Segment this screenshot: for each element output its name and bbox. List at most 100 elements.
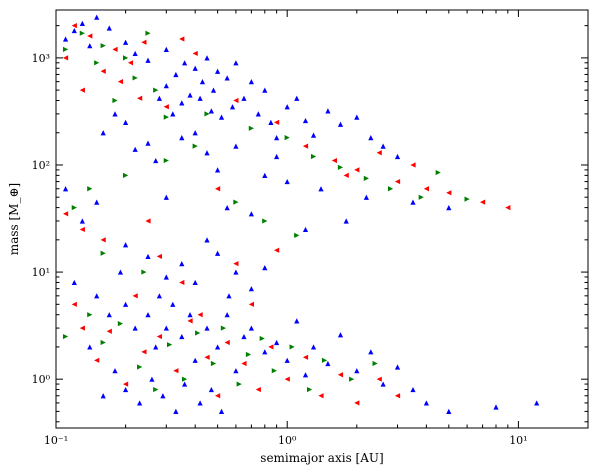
data-point xyxy=(271,368,277,374)
data-point xyxy=(132,325,138,331)
data-point xyxy=(224,205,230,211)
data-point xyxy=(226,293,232,299)
data-point xyxy=(446,205,452,211)
data-point xyxy=(224,312,230,318)
y-tick-label: 10⁰ xyxy=(32,373,51,386)
data-point xyxy=(179,260,185,267)
data-point xyxy=(62,333,69,340)
data-point xyxy=(302,226,309,233)
data-point xyxy=(187,92,193,98)
data-point xyxy=(204,55,210,61)
data-point xyxy=(122,39,129,45)
data-point xyxy=(368,135,374,141)
data-point xyxy=(197,95,203,101)
data-point xyxy=(153,344,159,350)
data-point xyxy=(318,393,324,399)
data-point xyxy=(170,301,176,307)
data-point xyxy=(268,119,274,125)
data-point xyxy=(325,360,331,367)
data-point xyxy=(236,381,242,387)
data-point xyxy=(262,218,268,224)
data-point xyxy=(182,376,188,382)
data-point xyxy=(87,43,93,49)
data-point xyxy=(274,247,280,253)
data-point xyxy=(284,104,290,110)
data-point xyxy=(376,150,382,156)
data-point xyxy=(380,381,386,387)
data-point xyxy=(71,279,77,286)
data-point xyxy=(163,325,169,331)
data-point xyxy=(197,312,203,318)
data-point xyxy=(229,104,236,110)
data-point xyxy=(79,30,85,36)
data-point xyxy=(94,14,100,20)
data-point xyxy=(62,211,69,217)
data-point xyxy=(132,293,138,299)
data-point xyxy=(248,211,254,217)
data-point xyxy=(307,386,313,393)
data-point xyxy=(310,132,317,138)
data-point xyxy=(100,250,106,256)
data-point xyxy=(241,95,247,101)
data-point xyxy=(349,376,355,382)
data-point xyxy=(106,312,112,318)
data-point xyxy=(192,143,198,149)
data-point xyxy=(137,95,143,101)
data-point xyxy=(215,344,221,350)
data-point xyxy=(79,218,85,224)
data-point xyxy=(372,360,378,367)
data-point xyxy=(248,325,254,331)
data-point xyxy=(218,408,225,415)
data-point xyxy=(446,408,452,415)
data-point xyxy=(310,344,317,350)
data-point xyxy=(62,55,69,61)
data-point xyxy=(137,364,143,370)
data-point xyxy=(423,186,429,192)
plot-area xyxy=(55,9,589,429)
data-point xyxy=(493,404,499,410)
data-point xyxy=(163,274,169,280)
data-point xyxy=(210,87,217,93)
data-point xyxy=(423,400,429,406)
data-point xyxy=(100,43,106,49)
data-point xyxy=(208,108,214,114)
data-point xyxy=(394,178,401,185)
data-point xyxy=(153,386,159,393)
data-point xyxy=(163,46,169,53)
data-point xyxy=(274,119,280,125)
data-point xyxy=(505,205,511,211)
data-point xyxy=(163,194,169,200)
data-point xyxy=(163,83,169,89)
data-point xyxy=(192,279,198,286)
data-point xyxy=(294,95,300,101)
data-point xyxy=(156,333,162,340)
data-point xyxy=(245,351,252,358)
data-point xyxy=(79,20,85,26)
data-point xyxy=(302,143,309,149)
data-point xyxy=(167,342,173,348)
data-point xyxy=(218,114,225,120)
data-point xyxy=(337,332,344,338)
data-point xyxy=(318,186,324,192)
data-point xyxy=(132,75,138,81)
data-point xyxy=(173,408,179,415)
data-point xyxy=(94,293,100,299)
data-point xyxy=(87,186,93,192)
data-point xyxy=(156,95,162,101)
data-point xyxy=(394,364,401,370)
data-point xyxy=(274,339,280,346)
data-point xyxy=(262,87,268,93)
data-point xyxy=(215,393,221,399)
data-point xyxy=(204,354,210,360)
data-point xyxy=(289,344,295,350)
data-point xyxy=(215,68,221,74)
data-point xyxy=(141,269,147,275)
data-point xyxy=(302,372,309,378)
data-point xyxy=(418,194,424,200)
data-point xyxy=(284,376,290,382)
data-point xyxy=(302,354,309,360)
data-point xyxy=(284,178,290,185)
data-point xyxy=(145,218,151,224)
plot-frame xyxy=(55,9,589,429)
